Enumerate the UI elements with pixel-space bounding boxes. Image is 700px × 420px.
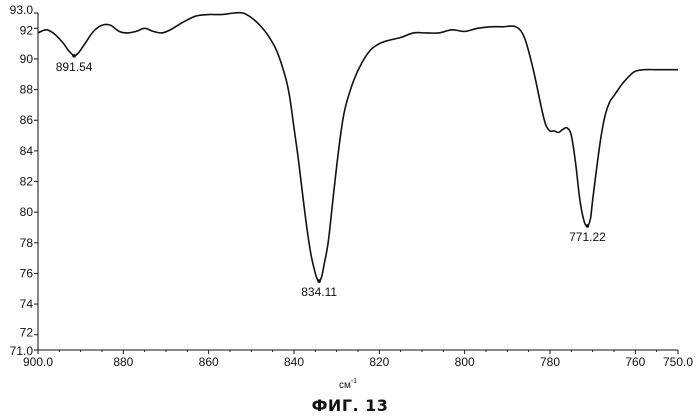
peak-label: 771.22 — [569, 230, 606, 244]
x-ticks: 900.0 880 860 840 820 800 780 760 750.0 — [23, 350, 693, 369]
y-tick-label: 80 — [20, 205, 34, 219]
y-tick-label: 74 — [20, 297, 34, 311]
y-tick-label: 90 — [20, 52, 34, 66]
x-tick-label: 840 — [284, 355, 304, 369]
peak-marker — [586, 224, 590, 228]
y-tick-label: 93.0 — [10, 3, 34, 17]
x-axis-label: см-1 — [339, 378, 357, 391]
x-tick-label: 750.0 — [663, 355, 693, 369]
x-axis-label-unit: см — [339, 380, 351, 391]
y-tick-label: 78 — [20, 236, 34, 250]
peak-label: 891.54 — [56, 60, 93, 74]
y-tick-label: 82 — [20, 175, 34, 189]
peak-labels: 891.54 834.11 771.22 — [56, 54, 606, 299]
y-ticks: 71.0727476788082848688909293.0 — [10, 3, 38, 358]
peak-label: 834.11 — [301, 285, 337, 299]
x-tick-label: 880 — [113, 355, 133, 369]
peak-marker — [317, 279, 321, 283]
peak-marker — [72, 54, 76, 58]
x-tick-label: 900.0 — [23, 355, 53, 369]
x-tick-label: 780 — [540, 355, 560, 369]
x-tick-label: 800 — [455, 355, 475, 369]
y-tick-label: 88 — [20, 83, 34, 97]
x-tick-label: 860 — [199, 355, 219, 369]
x-axis-label-superscript: -1 — [351, 378, 357, 385]
figure-caption: ФИГ. 13 — [0, 396, 700, 415]
x-tick-label: 760 — [625, 355, 645, 369]
x-tick-label: 820 — [369, 355, 389, 369]
y-tick-label: 76 — [20, 266, 34, 280]
y-tick-label: 92 — [20, 23, 34, 37]
y-tick-label: 72 — [20, 326, 34, 340]
y-tick-label: 86 — [20, 113, 34, 127]
y-tick-label: 84 — [20, 144, 34, 158]
